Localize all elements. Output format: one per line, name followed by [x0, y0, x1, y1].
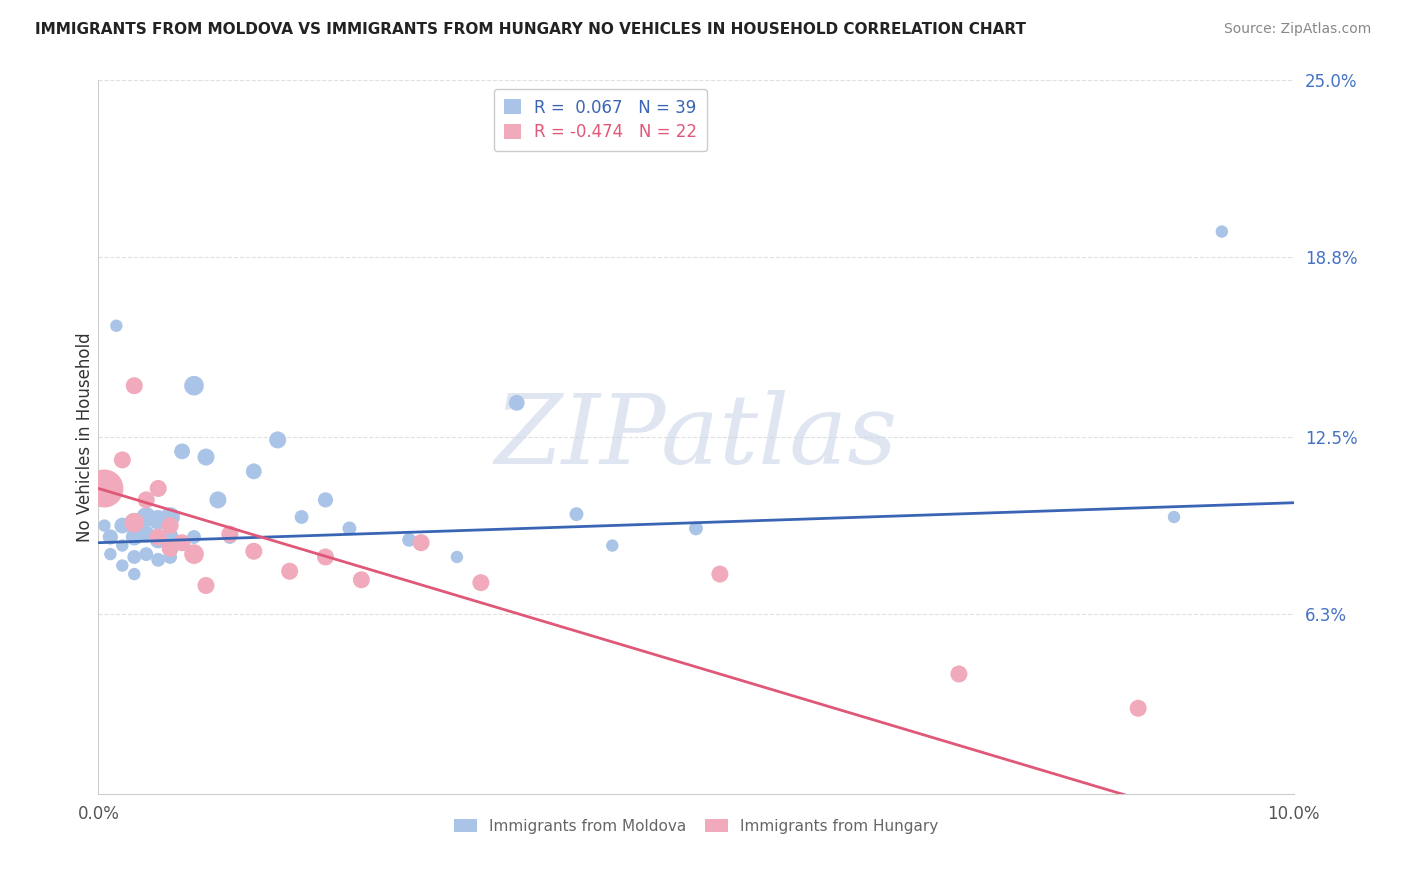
Point [183, 530, 205, 544]
Point [105, 318, 128, 333]
Point [1163, 510, 1185, 524]
Point [124, 530, 146, 544]
Point [243, 544, 266, 558]
Text: IMMIGRANTS FROM MOLDOVA VS IMMIGRANTS FROM HUNGARY NO VEHICLES IN HOUSEHOLD CORR: IMMIGRANTS FROM MOLDOVA VS IMMIGRANTS FR… [35, 22, 1026, 37]
Point [111, 453, 134, 467]
Point [685, 521, 707, 535]
Point [148, 553, 170, 567]
Point [111, 518, 134, 533]
Point [159, 549, 181, 564]
Point [709, 567, 731, 582]
Point [315, 492, 337, 507]
Point [948, 667, 970, 681]
Point [124, 549, 146, 564]
Point [124, 516, 146, 530]
Point [111, 558, 134, 573]
Point [446, 549, 468, 564]
Point [207, 492, 229, 507]
Point [148, 530, 170, 544]
Point [159, 510, 181, 524]
Point [159, 530, 181, 544]
Point [159, 518, 181, 533]
Point [124, 516, 146, 530]
Legend: Immigrants from Moldova, Immigrants from Hungary: Immigrants from Moldova, Immigrants from… [447, 813, 945, 839]
Point [135, 547, 157, 561]
Point [291, 510, 314, 524]
Point [350, 573, 373, 587]
Point [1128, 701, 1150, 715]
Point [183, 378, 205, 392]
Point [135, 510, 157, 524]
Point [565, 507, 588, 521]
Point [243, 464, 266, 478]
Point [315, 549, 337, 564]
Point [470, 575, 492, 590]
Point [148, 533, 170, 547]
Point [93, 518, 115, 533]
Text: ZIPatlas: ZIPatlas [495, 390, 897, 484]
Point [98, 530, 122, 544]
Point [602, 539, 624, 553]
Point [148, 482, 170, 496]
Point [135, 492, 157, 507]
Point [148, 513, 170, 527]
Point [219, 530, 242, 544]
Point [398, 533, 420, 547]
Point [278, 564, 301, 578]
Point [135, 527, 157, 541]
Point [159, 541, 181, 556]
Point [124, 567, 146, 582]
Point [1211, 225, 1233, 239]
Point [411, 535, 433, 549]
Point [124, 378, 146, 392]
Point [111, 539, 134, 553]
Y-axis label: No Vehicles in Household: No Vehicles in Household [76, 332, 94, 542]
Point [98, 547, 122, 561]
Point [267, 433, 290, 447]
Point [93, 482, 115, 496]
Point [172, 444, 194, 458]
Text: Source: ZipAtlas.com: Source: ZipAtlas.com [1223, 22, 1371, 37]
Point [339, 521, 361, 535]
Point [219, 527, 242, 541]
Point [195, 578, 218, 592]
Point [183, 547, 205, 561]
Point [506, 396, 529, 410]
Point [172, 535, 194, 549]
Point [195, 450, 218, 464]
